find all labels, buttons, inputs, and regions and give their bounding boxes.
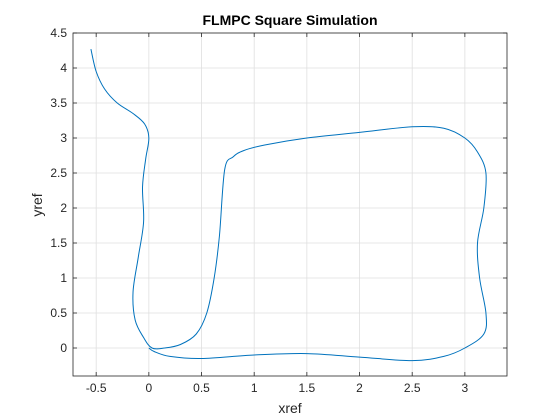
x-tick-label: 2.5: [404, 381, 421, 395]
y-tick-label: 1: [60, 271, 67, 285]
y-tick-label: 2.5: [50, 166, 67, 180]
series-layer: [90, 48, 487, 362]
x-tick-label: -0.5: [86, 381, 107, 395]
axes-box: [72, 32, 508, 377]
y-tick-label: 0.5: [50, 306, 67, 320]
ticks: -0.5 0 0.5 1 1.5 2 2.5 3 0 0.5 1 1.5 2 2.5 3 3.5 4 4.5: [50, 26, 507, 395]
x-axis-label: xref: [278, 400, 301, 416]
x-tick-label: 1: [251, 381, 258, 395]
y-tick-label: 1.5: [50, 236, 67, 250]
x-tick-label: 3: [462, 381, 469, 395]
x-tick-label: 0: [146, 381, 153, 395]
y-tick-label: 4.5: [50, 26, 67, 40]
y-tick-label: 3.5: [50, 96, 67, 110]
plot-background: [73, 33, 507, 376]
x-tick-label: 2: [356, 381, 363, 395]
y-axis-label: yref: [29, 193, 45, 216]
x-tick-label: 0.5: [193, 381, 210, 395]
x-tick-label: 1.5: [299, 381, 316, 395]
y-tick-label: 3: [60, 131, 67, 145]
y-tick-label: 0: [60, 341, 67, 355]
y-tick-label: 4: [60, 61, 67, 75]
chart-title: FLMPC Square Simulation: [202, 12, 377, 28]
series-line: [90, 48, 487, 362]
y-tick-label: 2: [60, 201, 67, 215]
